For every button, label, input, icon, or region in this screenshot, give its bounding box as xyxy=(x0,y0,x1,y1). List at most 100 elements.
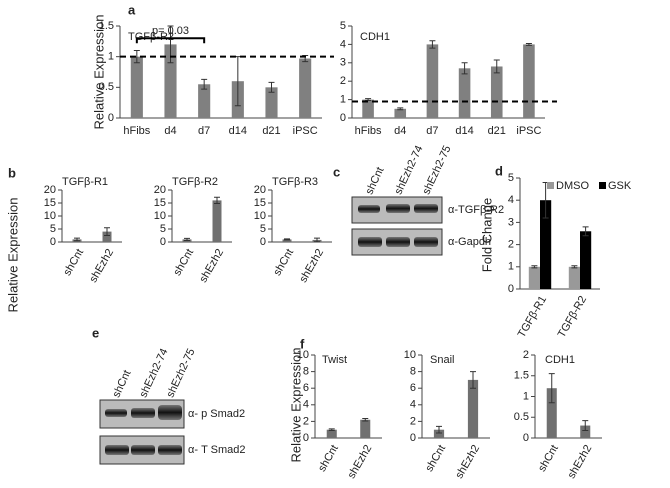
error-bar xyxy=(548,373,555,404)
blot-band xyxy=(386,204,410,213)
bar xyxy=(426,44,439,118)
y-tick-label: 1.5 xyxy=(99,20,114,32)
error-bar xyxy=(582,226,589,237)
y-tick-label: 10 xyxy=(254,210,266,222)
error-bar xyxy=(201,78,208,90)
blot-band xyxy=(358,237,382,247)
antibody-label: α-TGFβ-R2 xyxy=(448,204,504,216)
chart-title: CDH1 xyxy=(360,31,390,43)
bar xyxy=(580,425,591,438)
y-tick-label: 10 xyxy=(404,349,416,361)
y-tick-label: 2 xyxy=(340,75,346,87)
blot-band xyxy=(158,445,182,455)
error-bar xyxy=(436,425,442,434)
y-tick-label: 0 xyxy=(50,236,56,248)
bar xyxy=(326,429,337,438)
x-tick-label: TGFβ-R2 xyxy=(556,294,589,340)
antibody-label: α- p Smad2 xyxy=(188,408,245,420)
lane-label: shCnt xyxy=(110,368,133,399)
bar xyxy=(360,419,371,438)
legend-label: GSK xyxy=(608,180,632,192)
y-axis-label: Relative Expression xyxy=(288,348,303,463)
x-tick-label: iPSC xyxy=(293,125,318,137)
bar xyxy=(458,68,471,118)
error-bar xyxy=(362,417,369,422)
error-bar xyxy=(184,237,190,241)
x-tick-label: shEzh2 xyxy=(197,247,226,285)
y-tick-label: 2 xyxy=(303,415,309,427)
y-tick-label: 2 xyxy=(523,349,529,361)
bar xyxy=(580,231,592,289)
x-tick-label: shCnt xyxy=(536,443,561,474)
x-tick-label: shEzh2 xyxy=(87,247,116,285)
x-tick-label: shCnt xyxy=(61,247,86,278)
legend-swatch xyxy=(599,182,606,189)
x-tick-label: d4 xyxy=(394,125,406,137)
chart-title: Snail xyxy=(430,354,454,366)
x-tick-label: d14 xyxy=(229,125,247,137)
chart-title: TGFβ-R2 xyxy=(172,176,218,188)
y-tick-label: 1 xyxy=(508,261,514,273)
x-tick-label: hFibs xyxy=(123,125,150,137)
y-tick-label: 0 xyxy=(508,283,514,295)
y-tick-label: 0 xyxy=(260,236,266,248)
x-tick-label: shCnt xyxy=(423,443,448,474)
y-tick-label: 10 xyxy=(154,210,166,222)
y-tick-label: 0 xyxy=(108,112,114,124)
y-tick-label: 5 xyxy=(340,20,346,32)
x-tick-label: shCnt xyxy=(271,247,296,278)
error-bar xyxy=(493,59,500,74)
x-tick-label: hFibs xyxy=(355,125,382,137)
y-tick-label: 0.5 xyxy=(514,411,529,423)
y-tick-label: 5 xyxy=(160,223,166,235)
lane-label: shEzh2-75 xyxy=(164,347,197,400)
significance-bracket xyxy=(135,37,206,44)
bar xyxy=(265,87,278,118)
chart-title: CDH1 xyxy=(545,354,575,366)
bar xyxy=(540,200,552,289)
error-bar xyxy=(531,265,538,269)
panel-label: a xyxy=(128,2,136,17)
x-tick-label: d7 xyxy=(426,125,438,137)
bar xyxy=(282,239,292,242)
y-tick-label: 2 xyxy=(410,415,416,427)
blot-band xyxy=(386,237,410,247)
x-tick-label: TGFβ-R1 xyxy=(516,294,549,340)
bar xyxy=(433,429,445,438)
bar xyxy=(528,266,540,289)
annotation: p= 0.03 xyxy=(152,25,189,37)
error-bar xyxy=(214,196,220,205)
y-tick-label: 20 xyxy=(154,184,166,196)
y-axis-label: Relative Expression xyxy=(91,15,106,130)
bar xyxy=(362,99,374,118)
bar xyxy=(546,388,557,438)
x-tick-label: iPSC xyxy=(516,125,541,137)
antibody-label: α-Gapdh xyxy=(448,236,491,248)
bar xyxy=(523,44,535,118)
error-bar xyxy=(74,237,80,242)
error-bar xyxy=(133,50,140,64)
error-bar xyxy=(314,237,320,243)
y-tick-label: 0 xyxy=(410,432,416,444)
error-bar xyxy=(571,265,578,269)
x-tick-label: shEzh2 xyxy=(346,443,375,481)
error-bar xyxy=(525,42,532,46)
bar xyxy=(467,379,479,438)
y-tick-label: 8 xyxy=(303,366,309,378)
error-bar xyxy=(461,62,468,75)
y-tick-label: 1 xyxy=(340,94,346,106)
y-tick-label: 0.5 xyxy=(99,81,114,93)
y-tick-label: 4 xyxy=(410,399,416,411)
y-tick-label: 0 xyxy=(340,112,346,124)
y-tick-label: 1 xyxy=(108,51,114,63)
y-tick-label: 0 xyxy=(160,236,166,248)
y-tick-label: 1.5 xyxy=(514,370,529,382)
blot-band xyxy=(414,237,438,247)
x-tick-label: d21 xyxy=(262,125,280,137)
bar xyxy=(164,44,177,118)
blot-band xyxy=(105,445,129,455)
error-bar xyxy=(268,81,275,93)
y-tick-label: 4 xyxy=(303,399,309,411)
y-tick-label: 5 xyxy=(50,223,56,235)
